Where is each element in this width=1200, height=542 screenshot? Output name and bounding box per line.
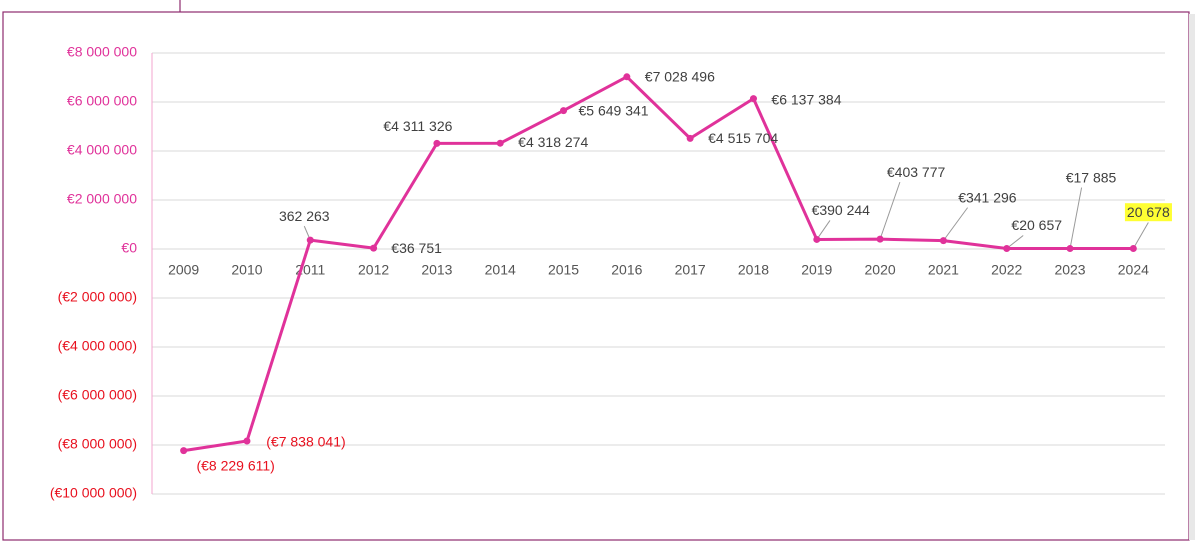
data-label: €403 777 [887, 164, 946, 180]
data-point [560, 107, 568, 115]
x-tick-label: 2010 [231, 262, 262, 278]
data-point [623, 73, 631, 81]
leader-line [1132, 222, 1149, 249]
data-point [1129, 244, 1137, 252]
x-tick-label: 2021 [928, 262, 959, 278]
x-tick-label: 2019 [801, 262, 832, 278]
data-point [433, 139, 441, 147]
data-point [939, 237, 947, 245]
x-tick-label: 2012 [358, 262, 389, 278]
data-label: €4 515 704 [708, 130, 778, 146]
x-tick-label: 2024 [1118, 262, 1149, 278]
leader-line [943, 207, 969, 241]
data-label: €36 751 [391, 240, 442, 256]
x-tick-label: 2016 [611, 262, 642, 278]
y-tick-label: (€2 000 000) [58, 289, 137, 305]
data-point [686, 134, 694, 142]
data-point [749, 95, 757, 103]
x-tick-label: 2017 [675, 262, 706, 278]
y-tick-label: (€8 000 000) [58, 436, 137, 452]
frame-shadow [1189, 14, 1195, 540]
data-label: €6 137 384 [771, 91, 841, 107]
data-label: €4 318 274 [518, 134, 588, 150]
data-point [813, 235, 821, 243]
data-label: €20 657 [1011, 217, 1062, 233]
x-tick-label: 2018 [738, 262, 769, 278]
leader-line [1006, 235, 1024, 249]
leader-line [816, 220, 831, 240]
data-label: €17 885 [1066, 169, 1117, 185]
x-tick-label: 2022 [991, 262, 1022, 278]
y-tick-label: €0 [121, 240, 137, 256]
y-tick-label: €6 000 000 [67, 93, 137, 109]
data-label: 20 678 [1127, 204, 1170, 220]
data-point [306, 236, 314, 244]
y-tick-label: €4 000 000 [67, 142, 137, 158]
data-line [183, 75, 1134, 453]
label-highlight [1124, 203, 1172, 222]
data-label: €5 649 341 [578, 102, 648, 118]
x-tick-label: 2015 [548, 262, 579, 278]
data-point [876, 235, 884, 243]
leader-line [879, 181, 901, 240]
data-label: (€7 838 041) [266, 434, 345, 450]
data-point [180, 447, 188, 455]
data-label: (€8 229 611) [196, 457, 274, 473]
leader-line [1069, 187, 1083, 249]
data-label: €390 244 [812, 202, 871, 218]
y-tick-label: €8 000 000 [67, 44, 137, 60]
data-point [1003, 244, 1011, 252]
y-tick-label: (€6 000 000) [58, 387, 137, 403]
x-tick-label: 2020 [865, 262, 896, 278]
data-label: €341 296 [958, 189, 1017, 205]
data-label: €7 028 496 [645, 69, 715, 85]
data-point [243, 437, 251, 445]
data-label: 362 263 [279, 208, 330, 224]
data-point [370, 244, 378, 252]
x-tick-label: 2023 [1054, 262, 1085, 278]
y-tick-label: €2 000 000 [67, 191, 137, 207]
x-tick-label: 2014 [485, 262, 516, 278]
data-point [1066, 245, 1074, 253]
data-point [496, 139, 504, 147]
x-tick-label: 2013 [421, 262, 452, 278]
data-label: €4 311 326 [383, 118, 452, 134]
y-tick-label: (€10 000 000) [50, 485, 137, 501]
y-tick-label: (€4 000 000) [58, 338, 137, 354]
x-tick-label: 2009 [168, 262, 199, 278]
